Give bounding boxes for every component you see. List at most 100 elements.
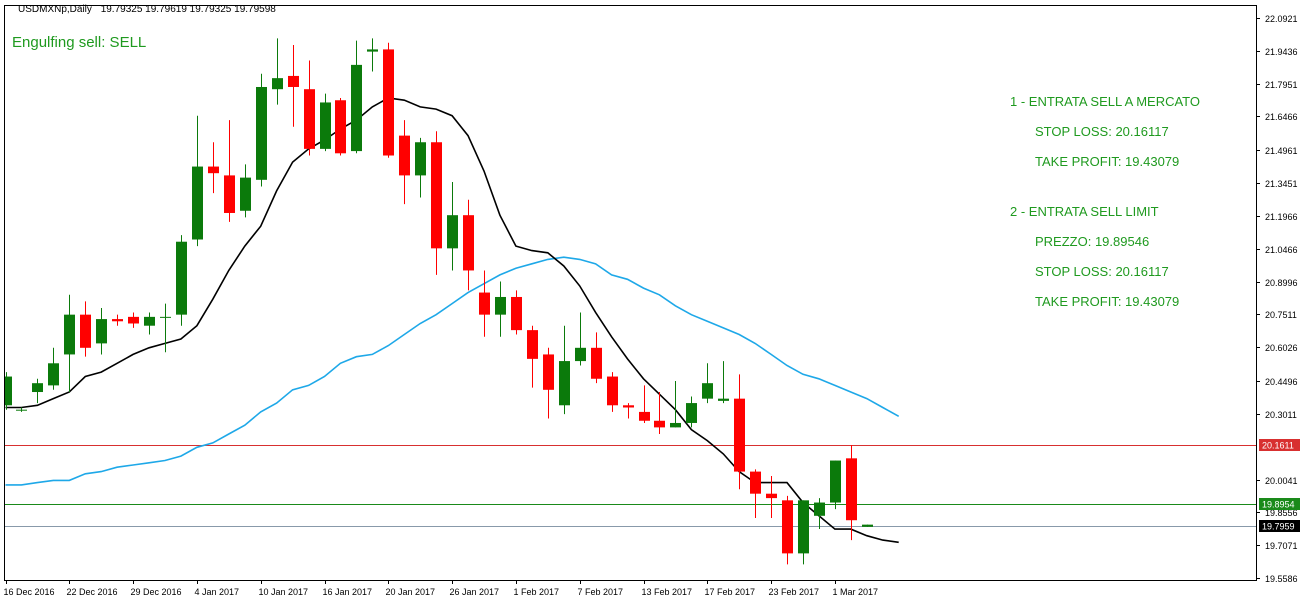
x-tick-label: 29 Dec 2016 bbox=[131, 587, 182, 597]
x-tick-label: 20 Jan 2017 bbox=[386, 587, 436, 597]
candle bbox=[734, 374, 745, 490]
candle-body bbox=[702, 383, 713, 399]
candle-body bbox=[559, 361, 570, 406]
candle-body bbox=[415, 142, 426, 176]
y-tick-label: 21.4961 bbox=[1265, 146, 1298, 156]
candle bbox=[304, 60, 315, 156]
candle bbox=[702, 363, 713, 404]
note-line-6: STOP LOSS: 20.16117 bbox=[1035, 264, 1169, 279]
candle bbox=[431, 131, 442, 275]
y-tick-label: 20.6026 bbox=[1265, 343, 1298, 353]
candle-body bbox=[639, 411, 650, 421]
candle bbox=[750, 469, 761, 519]
candle-body bbox=[511, 296, 522, 331]
candle-body bbox=[431, 142, 442, 249]
x-tick-label: 26 Jan 2017 bbox=[450, 587, 500, 597]
candle bbox=[447, 182, 458, 271]
x-tick-label: 13 Feb 2017 bbox=[642, 587, 693, 597]
plot-frame bbox=[4, 5, 1257, 581]
candle-body bbox=[383, 49, 394, 156]
candle-body bbox=[5, 376, 12, 406]
candle bbox=[383, 42, 394, 158]
candle bbox=[846, 445, 857, 541]
candle-body bbox=[32, 383, 43, 393]
candle bbox=[112, 314, 123, 326]
y-tick-label: 20.7511 bbox=[1265, 310, 1297, 320]
y-tick-label: 19.8556 bbox=[1265, 508, 1298, 518]
x-tick-label: 1 Mar 2017 bbox=[833, 587, 879, 597]
candle bbox=[543, 347, 554, 419]
candle-body bbox=[798, 500, 809, 554]
candle bbox=[64, 294, 75, 393]
candle bbox=[575, 312, 586, 366]
x-tick-label: 16 Dec 2016 bbox=[4, 587, 55, 597]
candle-body bbox=[527, 330, 538, 359]
entry-price-tag: 19.8954 bbox=[1259, 498, 1300, 510]
candle-body bbox=[670, 422, 681, 428]
candle bbox=[272, 38, 283, 105]
candle-body bbox=[64, 314, 75, 355]
candle bbox=[814, 498, 825, 530]
price-tag-bg bbox=[1259, 498, 1300, 510]
candle-body bbox=[320, 102, 331, 149]
candle-body bbox=[782, 500, 793, 554]
candle bbox=[32, 378, 43, 404]
y-tick-label: 20.3011 bbox=[1265, 410, 1297, 420]
candle bbox=[495, 281, 506, 337]
candle bbox=[591, 332, 602, 384]
candle-body bbox=[591, 347, 602, 379]
candle-body bbox=[479, 292, 490, 315]
candle bbox=[623, 403, 634, 419]
price-tag-label: 20.1611 bbox=[1262, 441, 1294, 451]
candle bbox=[479, 270, 490, 337]
candle bbox=[463, 199, 474, 291]
candle-body bbox=[686, 403, 697, 423]
candle-body bbox=[335, 100, 346, 154]
chart-header: USDMXNp,Daily 19.79325 19.79619 19.79325… bbox=[18, 4, 276, 15]
candle-body bbox=[272, 78, 283, 90]
candle bbox=[639, 385, 650, 423]
candle bbox=[670, 380, 681, 428]
y-tick-label: 20.8996 bbox=[1265, 278, 1298, 288]
y-tick-label: 21.9436 bbox=[1265, 47, 1298, 57]
candle bbox=[144, 312, 155, 335]
candle bbox=[862, 524, 873, 527]
candle-body bbox=[128, 316, 139, 324]
price-tag-label: 19.7959 bbox=[1262, 522, 1295, 532]
candle-body bbox=[575, 347, 586, 362]
x-tick-label: 1 Feb 2017 bbox=[514, 587, 560, 597]
y-tick-label: 21.7951 bbox=[1265, 80, 1298, 90]
candle-body bbox=[734, 398, 745, 472]
note-line-5: PREZZO: 19.89546 bbox=[1035, 234, 1150, 249]
y-tick-label: 21.0466 bbox=[1265, 245, 1298, 255]
candle-body bbox=[862, 524, 873, 527]
candle-body bbox=[144, 316, 155, 326]
candle bbox=[5, 372, 12, 410]
note-line-2: STOP LOSS: 20.16117 bbox=[1035, 124, 1169, 139]
candle bbox=[80, 301, 91, 357]
ohlc-readout: 19.79325 19.79619 19.79325 19.79598 bbox=[100, 4, 276, 15]
candle-body bbox=[176, 241, 187, 315]
candle-body bbox=[367, 49, 378, 52]
candle-body bbox=[288, 75, 299, 87]
candle-body bbox=[96, 319, 107, 344]
candle bbox=[176, 235, 187, 326]
fast-ma-line bbox=[5, 97, 899, 544]
note-line-7: TAKE PROFIT: 19.43079 bbox=[1035, 294, 1180, 309]
x-axis: 16 Dec 2016 22 Dec 2016 29 Dec 2016 4 Jan 2… bbox=[4, 580, 879, 597]
candle-body bbox=[447, 215, 458, 249]
x-tick-label: 23 Feb 2017 bbox=[769, 587, 820, 597]
candle bbox=[415, 137, 426, 198]
candle-body bbox=[495, 296, 506, 315]
candle-body bbox=[766, 493, 777, 499]
price-tag-label: 19.8954 bbox=[1262, 500, 1295, 510]
y-tick-label: 22.0921 bbox=[1265, 14, 1298, 24]
candle bbox=[160, 303, 171, 353]
candle bbox=[798, 500, 809, 565]
note-line-1: 1 - ENTRATA SELL A MERCATO bbox=[1010, 94, 1200, 109]
candle-body bbox=[399, 135, 410, 176]
plot-area bbox=[5, 38, 1256, 565]
candle-body bbox=[463, 215, 474, 271]
y-tick-label: 20.4496 bbox=[1265, 377, 1298, 387]
